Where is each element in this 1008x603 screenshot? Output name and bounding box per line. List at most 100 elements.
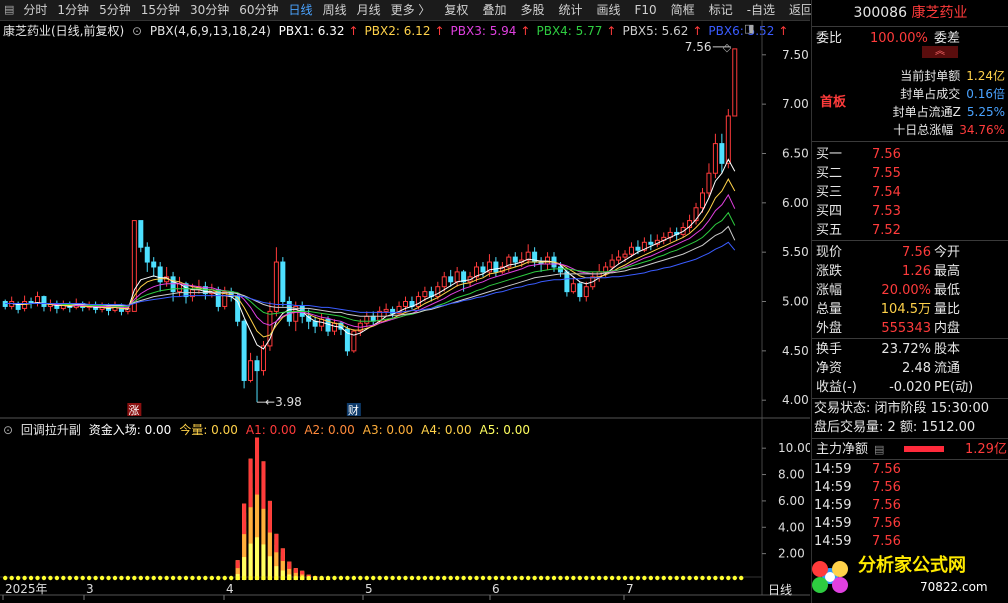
- capital-bar-mid: [242, 534, 247, 580]
- tab-more[interactable]: 更多 〉: [390, 3, 431, 17]
- cai-marker-bg: [346, 403, 361, 416]
- seal-stat-label: 封单占流通Z: [892, 105, 961, 119]
- tab-daily[interactable]: 日线: [288, 3, 313, 17]
- baseline-dot: [551, 575, 557, 581]
- sub-value-3: A2: 0.00: [304, 423, 355, 437]
- btn-huaxian[interactable]: 画线: [596, 3, 621, 17]
- tab-60min[interactable]: 60分钟: [239, 3, 279, 17]
- baseline-dot: [403, 575, 408, 581]
- info-label: 涨幅: [816, 283, 843, 298]
- baseline-dot: [590, 575, 595, 581]
- bid-row: 买二 7.55: [812, 164, 1008, 183]
- seal-stat-value: 34.76%: [959, 123, 1005, 137]
- collapse-toggle-icon[interactable]: ︽: [922, 46, 958, 58]
- baseline-dot: [80, 575, 85, 581]
- baseline-dot: [99, 575, 105, 581]
- baseline-dot: [241, 575, 247, 581]
- tab-5min[interactable]: 5分钟: [99, 3, 131, 17]
- info-label: 收益(-): [816, 380, 857, 395]
- btn-tongji[interactable]: 统计: [558, 3, 583, 17]
- capital-bar-low: [280, 570, 285, 580]
- x-tick-label: 4: [226, 582, 234, 596]
- btn-zixuan[interactable]: -自选: [746, 3, 776, 17]
- tab-monthly[interactable]: 月线: [356, 3, 381, 17]
- seal-stat-label: 当前封单额: [900, 69, 961, 83]
- up-arrow-icon: ↑: [606, 24, 617, 38]
- candle-body: [725, 115, 731, 164]
- x-tick-label: 6: [492, 582, 500, 596]
- btn-biaoji[interactable]: 标记: [708, 3, 733, 17]
- baseline-dot: [396, 575, 402, 581]
- btn-fanhui[interactable]: 返回: [789, 3, 814, 17]
- main-chart-header: 康芝药业(日线,前复权) ⊙ PBX(4,6,9,13,18,24) PBX1:…: [3, 22, 798, 39]
- baseline-dot: [429, 575, 434, 581]
- baseline-dot: [739, 575, 744, 581]
- info-label: 总量: [816, 302, 843, 317]
- sub-value-1: 今量: 0.00: [179, 423, 238, 437]
- info-value: 2.48: [902, 361, 931, 376]
- info-row: 总量 104.5万 量比: [812, 300, 1008, 319]
- baseline-dot: [674, 575, 679, 581]
- dropdown-icon[interactable]: ⊙: [132, 24, 143, 38]
- seal-stat-row: 当前封单额 1.24亿: [872, 67, 1008, 85]
- baseline-dot: [687, 575, 692, 581]
- baseline-dot: [519, 575, 524, 581]
- candle-body: [344, 328, 350, 352]
- candle-body: [557, 266, 563, 273]
- baseline-dot: [170, 575, 176, 581]
- tab-1min[interactable]: 1分钟: [57, 3, 90, 17]
- baseline-dot: [138, 575, 144, 581]
- table-icon[interactable]: ▤: [874, 443, 885, 456]
- btn-jiankuang[interactable]: 简框: [670, 3, 695, 17]
- tick-row: 14:59 7.56: [812, 515, 1008, 533]
- tick-time: 14:59: [814, 462, 852, 477]
- baseline-dot: [661, 575, 666, 581]
- up-arrow-icon: ↑: [348, 24, 359, 38]
- tick-time: 14:59: [814, 516, 852, 531]
- candle-body: [616, 256, 622, 261]
- info-label-2: PE(动): [934, 380, 974, 395]
- tab-fenshi[interactable]: 分时: [23, 3, 48, 17]
- info-label: 涨跌: [816, 264, 843, 279]
- tab-15min[interactable]: 15分钟: [140, 3, 180, 17]
- btn-duogu[interactable]: 多股: [520, 3, 545, 17]
- baseline-dot: [235, 575, 240, 581]
- panel-toggle-icon[interactable]: ◨: [744, 22, 755, 35]
- quote-info: 现价 7.56 今开 涨跌 1.26 最高 涨幅 20.00% 最低 总量 104.5万 量比 外盘 55…: [812, 243, 1008, 338]
- y-tick-label: 4.00: [782, 393, 809, 407]
- candle-body: [641, 241, 647, 251]
- menu-icon[interactable]: ▤: [4, 3, 15, 16]
- kline-chart[interactable]: 4.00 4.50 5.00 5.50 6.00 6.50 7.00 7.50 2.00 4.0…: [0, 20, 810, 603]
- candle-body: [635, 246, 641, 251]
- stock-code: 300086: [853, 5, 907, 21]
- baseline-dot: [338, 575, 344, 581]
- tab-30min[interactable]: 30分钟: [189, 3, 230, 17]
- indicator-name[interactable]: PBX(4,6,9,13,18,24): [149, 24, 271, 38]
- baseline-dot: [629, 575, 634, 581]
- baseline-dot: [112, 575, 118, 581]
- seal-stat-value: 1.24亿: [966, 69, 1005, 83]
- dropdown-icon[interactable]: ⊙: [3, 423, 14, 437]
- baseline-dot: [422, 575, 428, 581]
- candle-body: [699, 192, 705, 209]
- candle-body: [396, 305, 402, 314]
- candle-body: [506, 256, 512, 268]
- candle-body: [415, 296, 421, 307]
- candle-body: [338, 322, 344, 330]
- candle-body: [622, 253, 628, 258]
- baseline-dot: [700, 575, 705, 581]
- bottom-tab-daily[interactable]: 日线: [768, 583, 793, 597]
- sub-indicator-name[interactable]: 回调拉升副: [20, 423, 81, 437]
- y-tick-label: 6.00: [782, 196, 809, 210]
- baseline-dot: [693, 575, 699, 581]
- baseline-dot: [67, 575, 72, 581]
- btn-f10[interactable]: F10: [634, 3, 657, 17]
- candle-body: [719, 143, 725, 164]
- pbx-values: PBX1: 6.32 ↑ PBX2: 6.12 ↑ PBX3: 5.94 ↑ PBX4: 5…: [279, 24, 795, 38]
- tab-weekly[interactable]: 周线: [322, 3, 347, 17]
- candle-body: [454, 271, 460, 283]
- btn-fuquan[interactable]: 复权: [444, 3, 469, 17]
- btn-diejia[interactable]: 叠加: [482, 3, 507, 17]
- candle-body: [267, 310, 273, 347]
- pbx-value-5: PBX5: 5.62: [622, 24, 689, 38]
